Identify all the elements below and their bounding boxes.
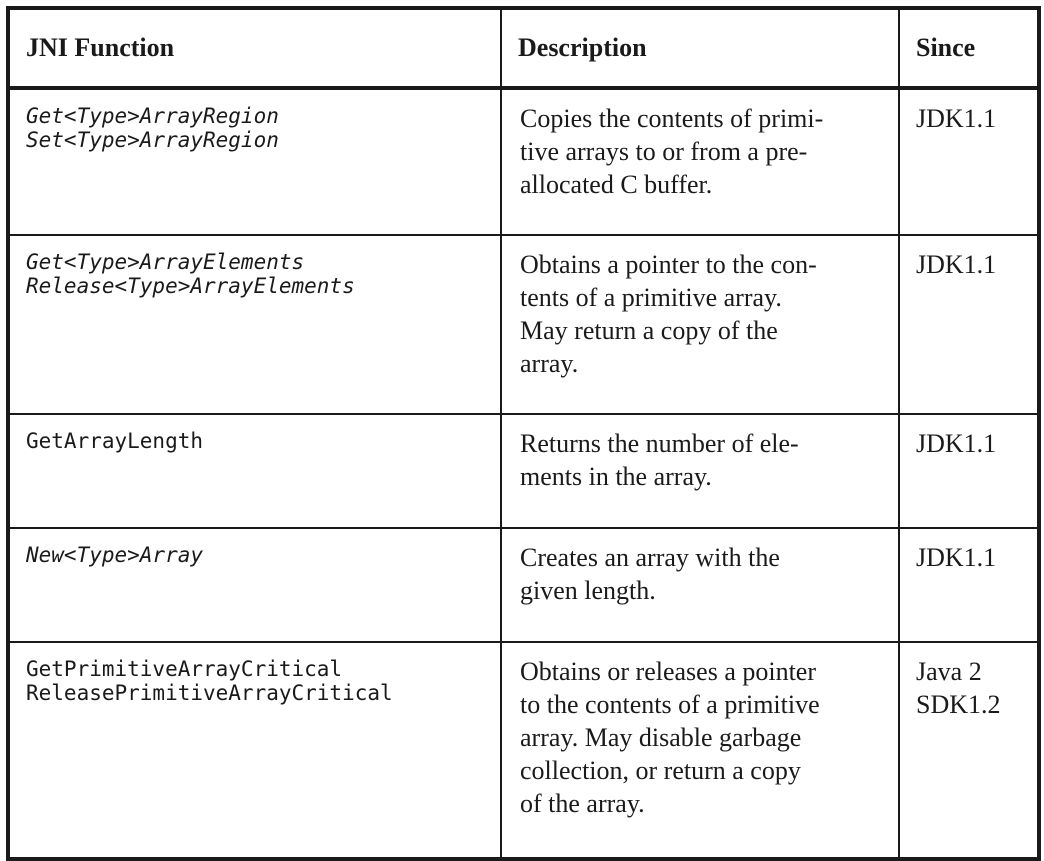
description-line: ments in the array. [520, 462, 712, 491]
description-line: collection, or return a copy [520, 756, 801, 785]
description-line: array. May disable garbage [520, 723, 802, 752]
function-name: Set<Type>ArrayRegion [26, 128, 279, 152]
description-line: of the array. [520, 789, 645, 818]
description-cell: Obtains a pointer to the con- tents of a… [500, 234, 900, 415]
description-cell: Copies the contents of primi- tive array… [500, 87, 900, 236]
since-cell: JDK1.1 [898, 413, 1040, 529]
since-value: JDK1.1 [916, 543, 997, 572]
function-name: Get<Type>ArrayRegion [26, 104, 279, 128]
function-name: Get<Type>ArrayElements [26, 250, 305, 274]
table-row: New<Type>Array Creates an array with the… [7, 527, 1040, 643]
since-cell: JDK1.1 [898, 234, 1040, 415]
description-line: Creates an array with the [520, 543, 780, 572]
description-line: Obtains a pointer to the con- [520, 250, 817, 279]
description-line: allocated C buffer. [520, 170, 713, 199]
table-row: GetArrayLength Returns the number of ele… [7, 413, 1040, 529]
description-line: to the contents of a primitive [520, 690, 820, 719]
description-line: Copies the contents of primi- [520, 104, 824, 133]
function-cell: Get<Type>ArrayElements Release<Type>Arra… [7, 234, 502, 415]
function-cell: Get<Type>ArrayRegion Set<Type>ArrayRegio… [7, 87, 502, 236]
description-line: tents of a primitive array. [520, 283, 782, 312]
jni-array-functions-table: JNI Function Description Since Get<Type>… [6, 6, 1041, 861]
since-cell: Java 2 SDK1.2 [898, 641, 1040, 860]
header-row: JNI Function Description Since [7, 7, 1040, 90]
description-line: array. [520, 349, 579, 378]
table-header: JNI Function Description Since [7, 7, 1040, 90]
since-value: JDK1.1 [916, 104, 997, 133]
since-cell: JDK1.1 [898, 527, 1040, 643]
header-description: Description [500, 7, 900, 90]
table-row: Get<Type>ArrayRegion Set<Type>ArrayRegio… [7, 87, 1040, 236]
since-value: Java 2 [916, 657, 982, 686]
function-name: ReleasePrimitiveArrayCritical [26, 681, 393, 705]
description-line: Returns the number of ele- [520, 429, 799, 458]
since-value: JDK1.1 [916, 250, 997, 279]
since-cell: JDK1.1 [898, 87, 1040, 236]
function-name: GetPrimitiveArrayCritical [26, 657, 343, 681]
table-row: GetPrimitiveArrayCritical ReleasePrimiti… [7, 641, 1040, 860]
since-value: SDK1.2 [916, 690, 1001, 719]
description-cell: Obtains or releases a pointer to the con… [500, 641, 900, 860]
header-since: Since [898, 7, 1040, 90]
function-name: Release<Type>ArrayElements [26, 274, 355, 298]
table-row: Get<Type>ArrayElements Release<Type>Arra… [7, 234, 1040, 415]
function-cell: GetPrimitiveArrayCritical ReleasePrimiti… [7, 641, 502, 860]
function-name: New<Type>Array [26, 543, 204, 567]
header-jni-function: JNI Function [7, 7, 502, 90]
description-line: Obtains or releases a pointer [520, 657, 817, 686]
function-cell: GetArrayLength [7, 413, 502, 529]
table-body: Get<Type>ArrayRegion Set<Type>ArrayRegio… [7, 87, 1040, 860]
description-line: May return a copy of the [520, 316, 778, 345]
description-cell: Creates an array with the given length. [500, 527, 900, 643]
description-line: tive arrays to or from a pre- [520, 137, 808, 166]
since-value: JDK1.1 [916, 429, 997, 458]
description-cell: Returns the number of ele- ments in the … [500, 413, 900, 529]
function-name: GetArrayLength [26, 429, 204, 453]
description-line: given length. [520, 576, 656, 605]
function-cell: New<Type>Array [7, 527, 502, 643]
